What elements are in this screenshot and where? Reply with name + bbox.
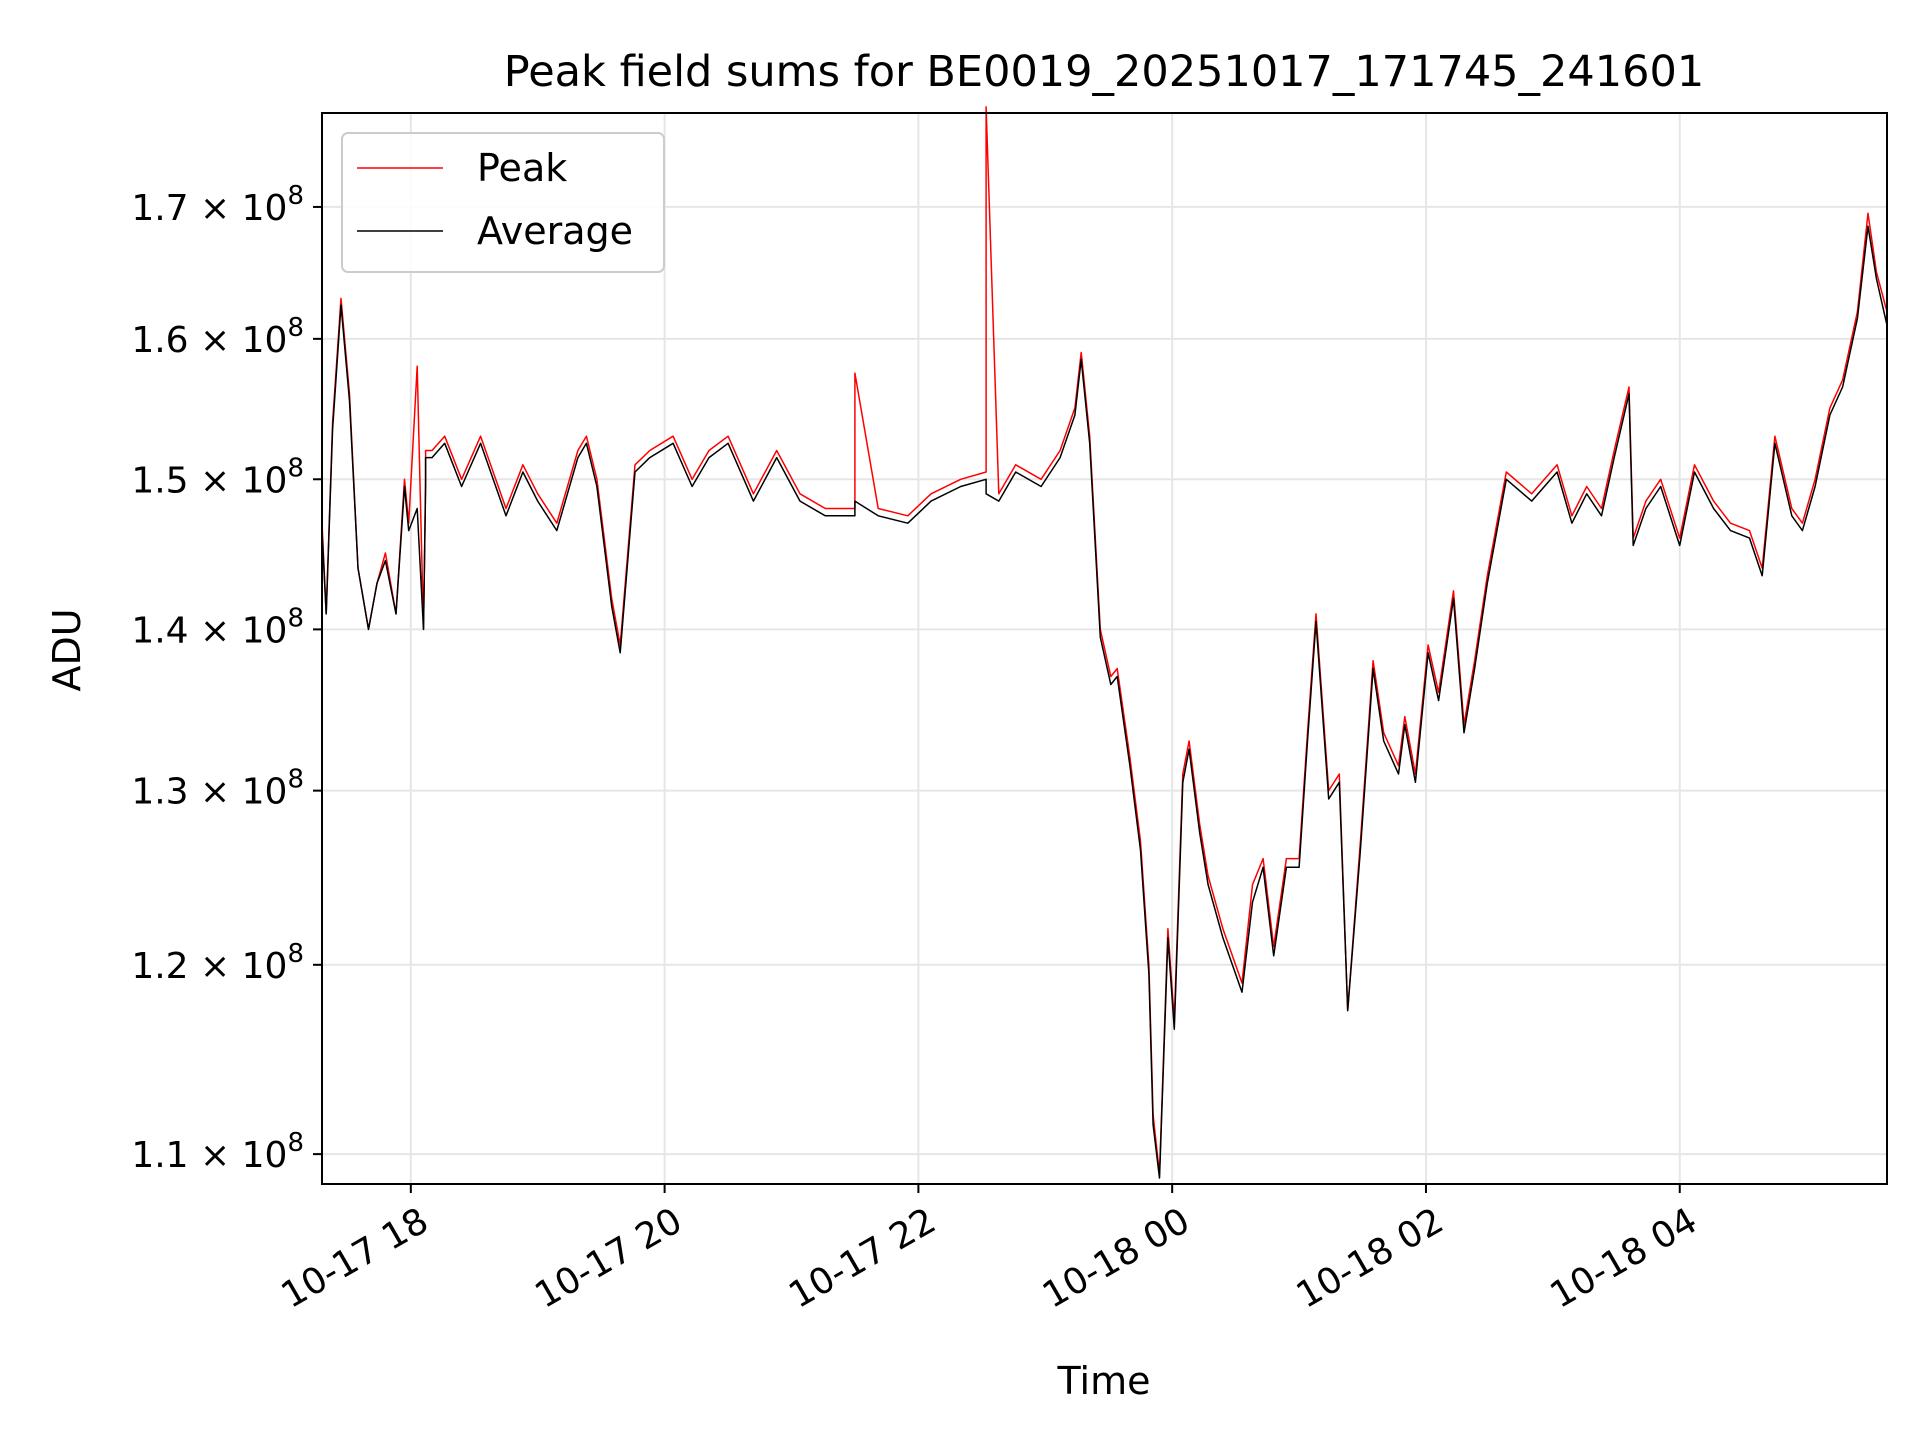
series-layer bbox=[321, 106, 1888, 1179]
y-tick-label: 1.1 × 108 bbox=[131, 1128, 304, 1176]
y-tick-label: 1.6 × 108 bbox=[131, 313, 304, 361]
grid-layer bbox=[322, 113, 1887, 1184]
y-tick-label: 1.3 × 108 bbox=[131, 765, 304, 813]
legend-label-peak: Peak bbox=[477, 146, 567, 190]
legend: Peak Average bbox=[341, 132, 665, 273]
legend-label-average: Average bbox=[477, 209, 633, 253]
y-tick-label: 1.4 × 108 bbox=[131, 603, 304, 651]
y-tick-label: 1.5 × 108 bbox=[131, 453, 304, 501]
plot-frame bbox=[321, 112, 1888, 1185]
series-line-average bbox=[321, 225, 1888, 1179]
chart-title: Peak field sums for BE0019_20251017_1717… bbox=[504, 47, 1704, 97]
y-tick-label: 1.7 × 108 bbox=[131, 181, 304, 229]
x-axis-label: Time bbox=[1057, 1359, 1151, 1403]
y-tick-label: 1.2 × 108 bbox=[131, 939, 304, 987]
y-axis-label: ADU bbox=[45, 608, 89, 691]
